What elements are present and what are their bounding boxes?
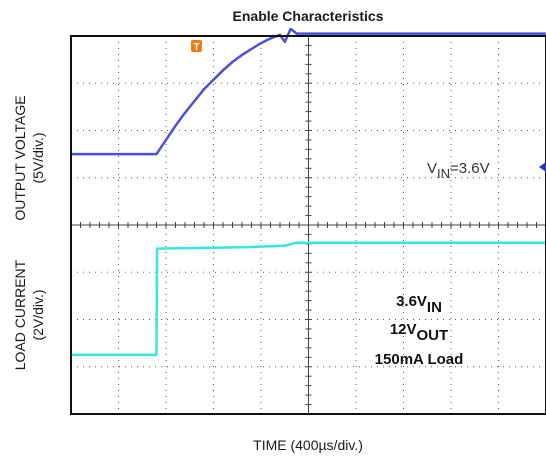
trigger-marker-label: T <box>193 42 199 53</box>
chart-title: Enable Characteristics <box>232 8 384 24</box>
plot-traces <box>71 27 546 357</box>
trigger-marker: T <box>191 40 202 53</box>
vin-annotation: VIN=3.6V <box>427 160 490 181</box>
test-condition-vout: 12VOUT <box>390 321 448 344</box>
plot-frame <box>70 35 546 415</box>
x-axis-label: TIME (400µs/div.) <box>253 437 363 453</box>
output-voltage-trace <box>71 27 546 156</box>
test-condition-load: 150mA Load <box>375 351 464 368</box>
plot-grid <box>71 36 546 414</box>
channel-level-marker <box>539 162 546 172</box>
test-condition-vin: 3.6VIN <box>396 293 442 316</box>
load-current-trace <box>71 241 546 357</box>
